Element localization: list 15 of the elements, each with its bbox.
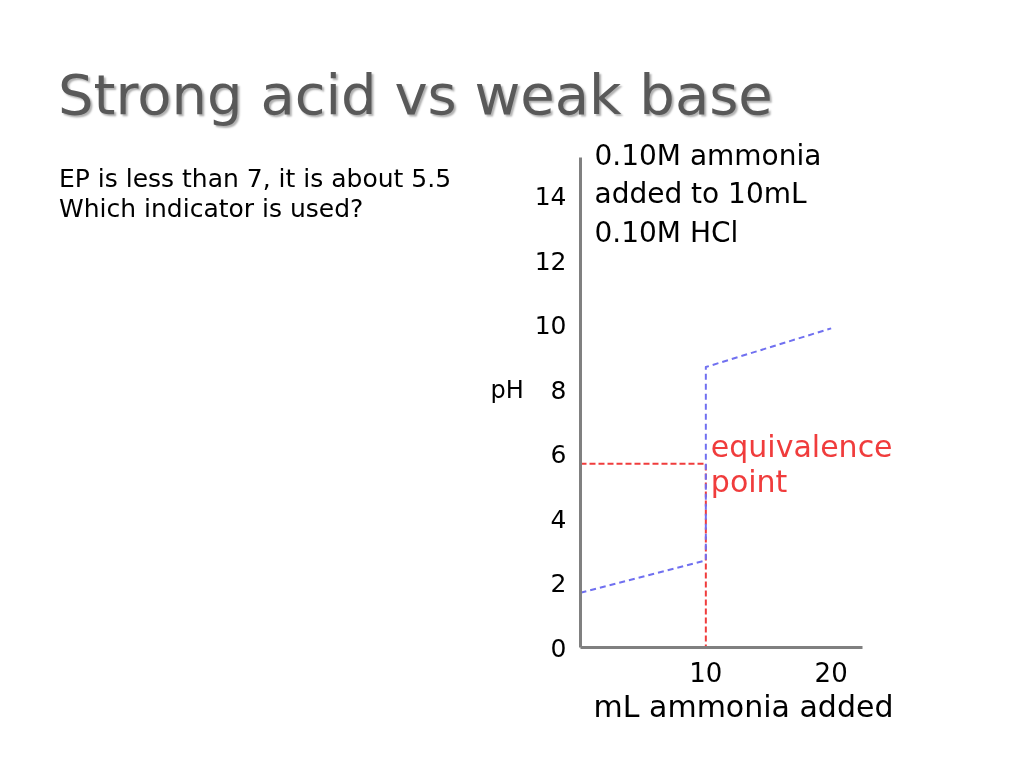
y-tick-label: 6 [550,440,567,470]
y-tick-label: 10 [534,311,567,341]
y-tick-label: 14 [534,182,567,212]
chart-title: Strong acid vs weak base [57,61,773,127]
annotation: 0.10M ammonia added to 10mL 0.10M HCl [594,138,822,249]
text: EP is less than 7, it is about 5.5 Which indicator is used? [58,163,452,224]
y-tick-label: 2 [550,569,567,599]
x-axis-title: mL ammonia added [593,688,894,724]
y-tick-label: 4 [550,504,567,534]
y-axis-title: pH [490,375,524,404]
y-tick-label: 8 [550,375,567,405]
x-tick-label: 20 [814,657,848,688]
y-tick-label: 12 [534,246,567,276]
annotation: equivalence point [710,428,893,499]
y-tick-label: 0 [550,633,567,663]
